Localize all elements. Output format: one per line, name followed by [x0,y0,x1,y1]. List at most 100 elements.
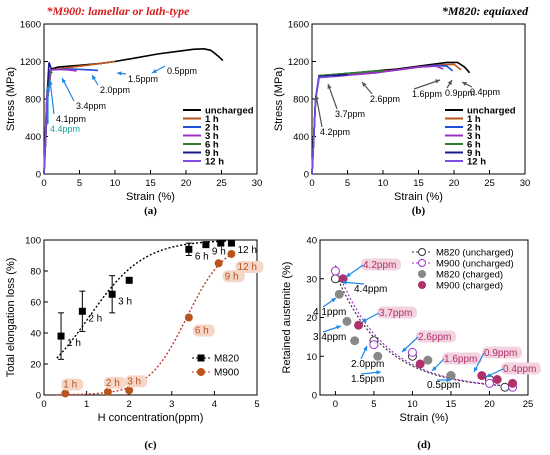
legend-label: 2 h [205,123,219,134]
x-axis-label: H concentration(ppm) [98,412,204,424]
m820-fit-curve [56,240,232,359]
x-axis-label: Strain (%) [394,191,443,203]
panel-c: 0 1 2 3 4 5 0 20 40 60 80 100 H concentration(ppm) To… [5,236,264,451]
annotation-bg [482,346,522,359]
x-tick-label: 0 [309,178,314,189]
data-point-circle [61,389,70,398]
legend-label: M820 (uncharged) [436,248,514,259]
point-label: 3 h [127,376,141,387]
y-tick-label: 400 [293,132,309,143]
x-tick-label: 3 [169,399,174,410]
data-point-filled [446,371,456,381]
data-point-filled [508,378,518,388]
data-point-filled [477,371,487,381]
data-point-circle [227,249,236,258]
x-tick-label: 1 [84,399,89,410]
data-point-filled [415,359,425,369]
point-label: 12 h [237,245,256,256]
x-tick-label: 10 [110,178,121,189]
x-tick-label: 25 [484,178,495,189]
annotation-arrowhead [92,75,97,80]
data-point-open [484,378,494,388]
decay-curve [334,264,513,387]
data-point-filled [354,320,364,330]
legend-label: 6 h [205,140,219,151]
annotation-arrow [49,79,55,115]
panel-b: *M820: equiaxed 0 5 10 15 20 25 30 0 400 800 1200 16… [273,4,530,217]
data-point-open [330,266,340,276]
data-point-filled [334,289,344,299]
y-tick-label: 800 [293,95,309,106]
annotation-arrowhead [346,272,351,277]
point-label-bg [61,378,84,391]
data-point-filled [350,336,360,346]
point-label-bg [235,260,264,273]
data-point-circle [184,313,193,322]
y-tick-label: 1600 [288,20,309,31]
y-tick-label: 20 [30,360,41,371]
annotation-arrowhead [376,370,381,375]
legend-label: uncharged [205,106,254,117]
legend-label: 3 h [467,131,481,142]
y-axis-label: Retained austenite (%) [281,262,293,374]
data-point-filled [423,355,433,365]
data-point-circle [125,386,134,395]
x-tick-label: 20 [181,178,192,189]
legend-label: M900 [214,368,239,379]
annotation-arrowhead [447,80,452,85]
annotation-arrowhead [474,367,479,372]
x-axis-label: Strain (%) [400,412,449,424]
y-tick-label: 10 [306,352,317,363]
y-tick-label: 1200 [288,57,309,68]
y-tick-label: 30 [306,274,317,285]
point-label-bg [222,270,245,283]
y-tick-label: 20 [306,313,317,324]
annotation-arrowhead [446,377,451,383]
legend-label: 12 h [205,157,224,168]
series-line [311,75,334,175]
legend-label: M820 [214,354,239,365]
point-label: 1 h [63,379,77,390]
annotation-arrowhead [331,298,336,303]
data-point-open [500,382,510,392]
x-tick-label: 0 [333,399,338,410]
data-point-circle [103,387,112,396]
y-tick-label: 1200 [20,57,41,68]
legend-label: 9 h [205,148,219,159]
x-tick-label: 15 [413,178,424,189]
legend-marker [418,270,426,278]
annotation-arrowhead [462,82,467,86]
data-point-square [78,307,86,315]
y-tick-label: 80 [30,267,41,278]
x-axis-label: Strain (%) [126,191,175,203]
y-axis-label: Stress (MPa) [5,67,17,131]
annotation-arrowhead [342,280,347,285]
panel-a-headline: *M900: lamellar or lath-type [47,4,191,18]
x-tick-label: 2 [127,399,132,410]
annotation-label: 4.2ppm [320,127,350,137]
annotation-label: 0.9ppm [445,88,475,98]
x-tick-label: 0 [41,399,46,410]
point-label: 12 h [237,262,256,273]
x-tick-label: 20 [484,399,495,410]
data-point-circle [214,259,223,268]
annotation-bg [442,352,482,365]
annotation-label-pink: 1.6ppm [444,354,477,365]
legend-marker [418,248,426,256]
data-point-open [330,274,340,284]
annotation-arrow [413,79,441,90]
x-tick-label: 5 [77,178,82,189]
legend-label: uncharged [467,106,516,117]
point-label: 9 h [212,247,226,258]
x-tick-label: 25 [216,178,227,189]
annotation-label-black: 3.4ppm [313,332,346,343]
legend-label: M820 (charged) [436,270,503,281]
annotation-label-pink: 3.7ppm [379,308,412,319]
legend-label: 2 h [467,123,481,134]
x-tick-label: 15 [446,399,457,410]
y-axis-label: Stress (MPa) [273,67,285,131]
legend-label: M900 (uncharged) [436,259,514,270]
x-tick-label: 10 [407,399,418,410]
panel-d: 0 5 10 15 20 25 0 10 20 30 40 Strain (%) Retained au… [281,236,541,451]
